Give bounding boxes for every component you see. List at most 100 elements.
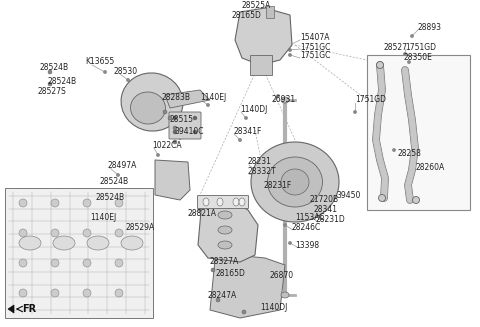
Polygon shape bbox=[8, 305, 14, 313]
Circle shape bbox=[329, 191, 331, 193]
Circle shape bbox=[48, 82, 52, 86]
Text: 15407A: 15407A bbox=[300, 33, 329, 43]
Circle shape bbox=[157, 154, 159, 156]
Circle shape bbox=[199, 209, 201, 211]
Text: 28231D: 28231D bbox=[316, 215, 346, 225]
Text: 28529A: 28529A bbox=[125, 223, 154, 232]
Text: 28231: 28231 bbox=[248, 158, 272, 166]
Circle shape bbox=[304, 197, 306, 199]
Circle shape bbox=[289, 49, 291, 51]
Text: 1751GD: 1751GD bbox=[355, 95, 386, 105]
Circle shape bbox=[19, 289, 27, 297]
Text: 28341F: 28341F bbox=[233, 128, 262, 136]
Circle shape bbox=[115, 289, 123, 297]
Circle shape bbox=[245, 117, 247, 119]
Circle shape bbox=[254, 21, 256, 23]
Circle shape bbox=[284, 224, 286, 226]
Circle shape bbox=[115, 259, 123, 267]
Circle shape bbox=[48, 70, 52, 74]
Circle shape bbox=[266, 274, 268, 276]
Circle shape bbox=[254, 169, 256, 171]
Text: 28527S: 28527S bbox=[37, 88, 66, 96]
Circle shape bbox=[174, 127, 176, 129]
Text: 13398: 13398 bbox=[295, 240, 319, 250]
Ellipse shape bbox=[131, 92, 166, 124]
Circle shape bbox=[115, 199, 123, 207]
Text: 28524B: 28524B bbox=[100, 177, 129, 185]
Text: 28283B: 28283B bbox=[162, 93, 191, 101]
Bar bbox=[266, 6, 274, 18]
Circle shape bbox=[179, 137, 181, 139]
Circle shape bbox=[83, 199, 91, 207]
Circle shape bbox=[207, 104, 209, 106]
Circle shape bbox=[167, 104, 169, 106]
Circle shape bbox=[311, 217, 313, 219]
FancyBboxPatch shape bbox=[197, 196, 249, 209]
Circle shape bbox=[219, 257, 221, 259]
Circle shape bbox=[193, 116, 196, 119]
Ellipse shape bbox=[217, 198, 223, 206]
Text: 28527: 28527 bbox=[384, 43, 408, 51]
Circle shape bbox=[83, 259, 91, 267]
Text: 1153AC: 1153AC bbox=[295, 214, 324, 222]
Text: 28821A: 28821A bbox=[188, 209, 217, 217]
Ellipse shape bbox=[267, 157, 323, 207]
Circle shape bbox=[404, 53, 406, 55]
Circle shape bbox=[83, 229, 91, 237]
Text: 26931: 26931 bbox=[272, 95, 296, 105]
Text: 1751GC: 1751GC bbox=[300, 51, 330, 60]
Text: 28350E: 28350E bbox=[403, 54, 432, 62]
Circle shape bbox=[115, 229, 123, 237]
Ellipse shape bbox=[218, 226, 232, 234]
FancyBboxPatch shape bbox=[169, 112, 201, 139]
Circle shape bbox=[289, 54, 291, 56]
Ellipse shape bbox=[203, 198, 209, 206]
Circle shape bbox=[173, 126, 177, 130]
Circle shape bbox=[193, 130, 196, 133]
Text: 1140DJ: 1140DJ bbox=[260, 303, 288, 313]
Bar bbox=[250, 55, 272, 75]
Text: 1140EJ: 1140EJ bbox=[200, 93, 226, 101]
Ellipse shape bbox=[53, 236, 75, 250]
Text: 28258: 28258 bbox=[398, 148, 422, 158]
Circle shape bbox=[222, 279, 224, 281]
Text: 28893: 28893 bbox=[418, 24, 442, 32]
Text: 28165D: 28165D bbox=[215, 268, 245, 278]
Circle shape bbox=[239, 139, 241, 141]
Circle shape bbox=[127, 79, 129, 81]
Text: 1022CA: 1022CA bbox=[152, 141, 181, 149]
Circle shape bbox=[257, 304, 259, 306]
Circle shape bbox=[163, 110, 167, 114]
Bar bbox=[5, 188, 153, 318]
Circle shape bbox=[211, 268, 215, 272]
Circle shape bbox=[411, 35, 413, 37]
Text: K13655: K13655 bbox=[85, 58, 114, 66]
Polygon shape bbox=[165, 90, 210, 108]
Text: 28525A: 28525A bbox=[242, 1, 271, 9]
Circle shape bbox=[217, 301, 219, 303]
Polygon shape bbox=[198, 200, 258, 262]
Circle shape bbox=[376, 61, 384, 68]
Ellipse shape bbox=[19, 236, 41, 250]
Circle shape bbox=[168, 116, 172, 120]
Circle shape bbox=[51, 229, 59, 237]
Circle shape bbox=[104, 71, 106, 73]
Text: 21720B: 21720B bbox=[310, 196, 339, 204]
Ellipse shape bbox=[87, 236, 109, 250]
Circle shape bbox=[287, 217, 289, 219]
Circle shape bbox=[173, 116, 177, 119]
Text: 28260A: 28260A bbox=[415, 164, 444, 173]
Ellipse shape bbox=[281, 292, 289, 298]
Text: 28231F: 28231F bbox=[264, 181, 292, 191]
Circle shape bbox=[83, 289, 91, 297]
Circle shape bbox=[393, 149, 395, 151]
Text: 28327A: 28327A bbox=[210, 256, 239, 266]
Circle shape bbox=[173, 140, 177, 144]
Text: 28524B: 28524B bbox=[95, 193, 124, 201]
Circle shape bbox=[242, 310, 246, 314]
Circle shape bbox=[51, 289, 59, 297]
Text: FR: FR bbox=[22, 304, 36, 314]
Ellipse shape bbox=[239, 198, 245, 206]
Polygon shape bbox=[210, 255, 285, 318]
Text: 28246C: 28246C bbox=[291, 223, 320, 232]
